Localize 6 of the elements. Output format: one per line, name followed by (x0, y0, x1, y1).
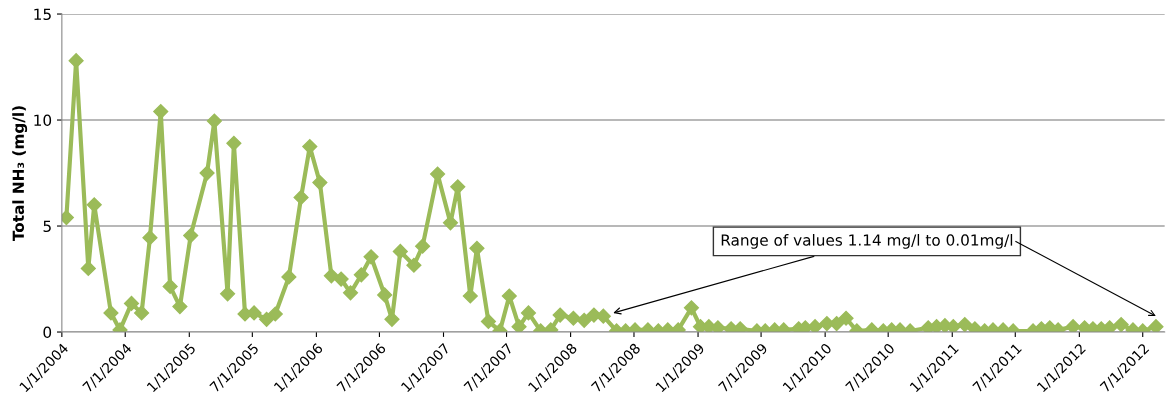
annotation: Range of values 1.14 mg/l to 0.01mg/l (721, 234, 1013, 249)
y-axis-title: Total NH₃ (mg/l) (12, 106, 28, 242)
y-tick-label: 10 (34, 114, 52, 127)
y-tick-label: 15 (34, 8, 51, 21)
y-tick-label: 0 (43, 326, 52, 339)
y-tick-label: 5 (43, 220, 51, 233)
